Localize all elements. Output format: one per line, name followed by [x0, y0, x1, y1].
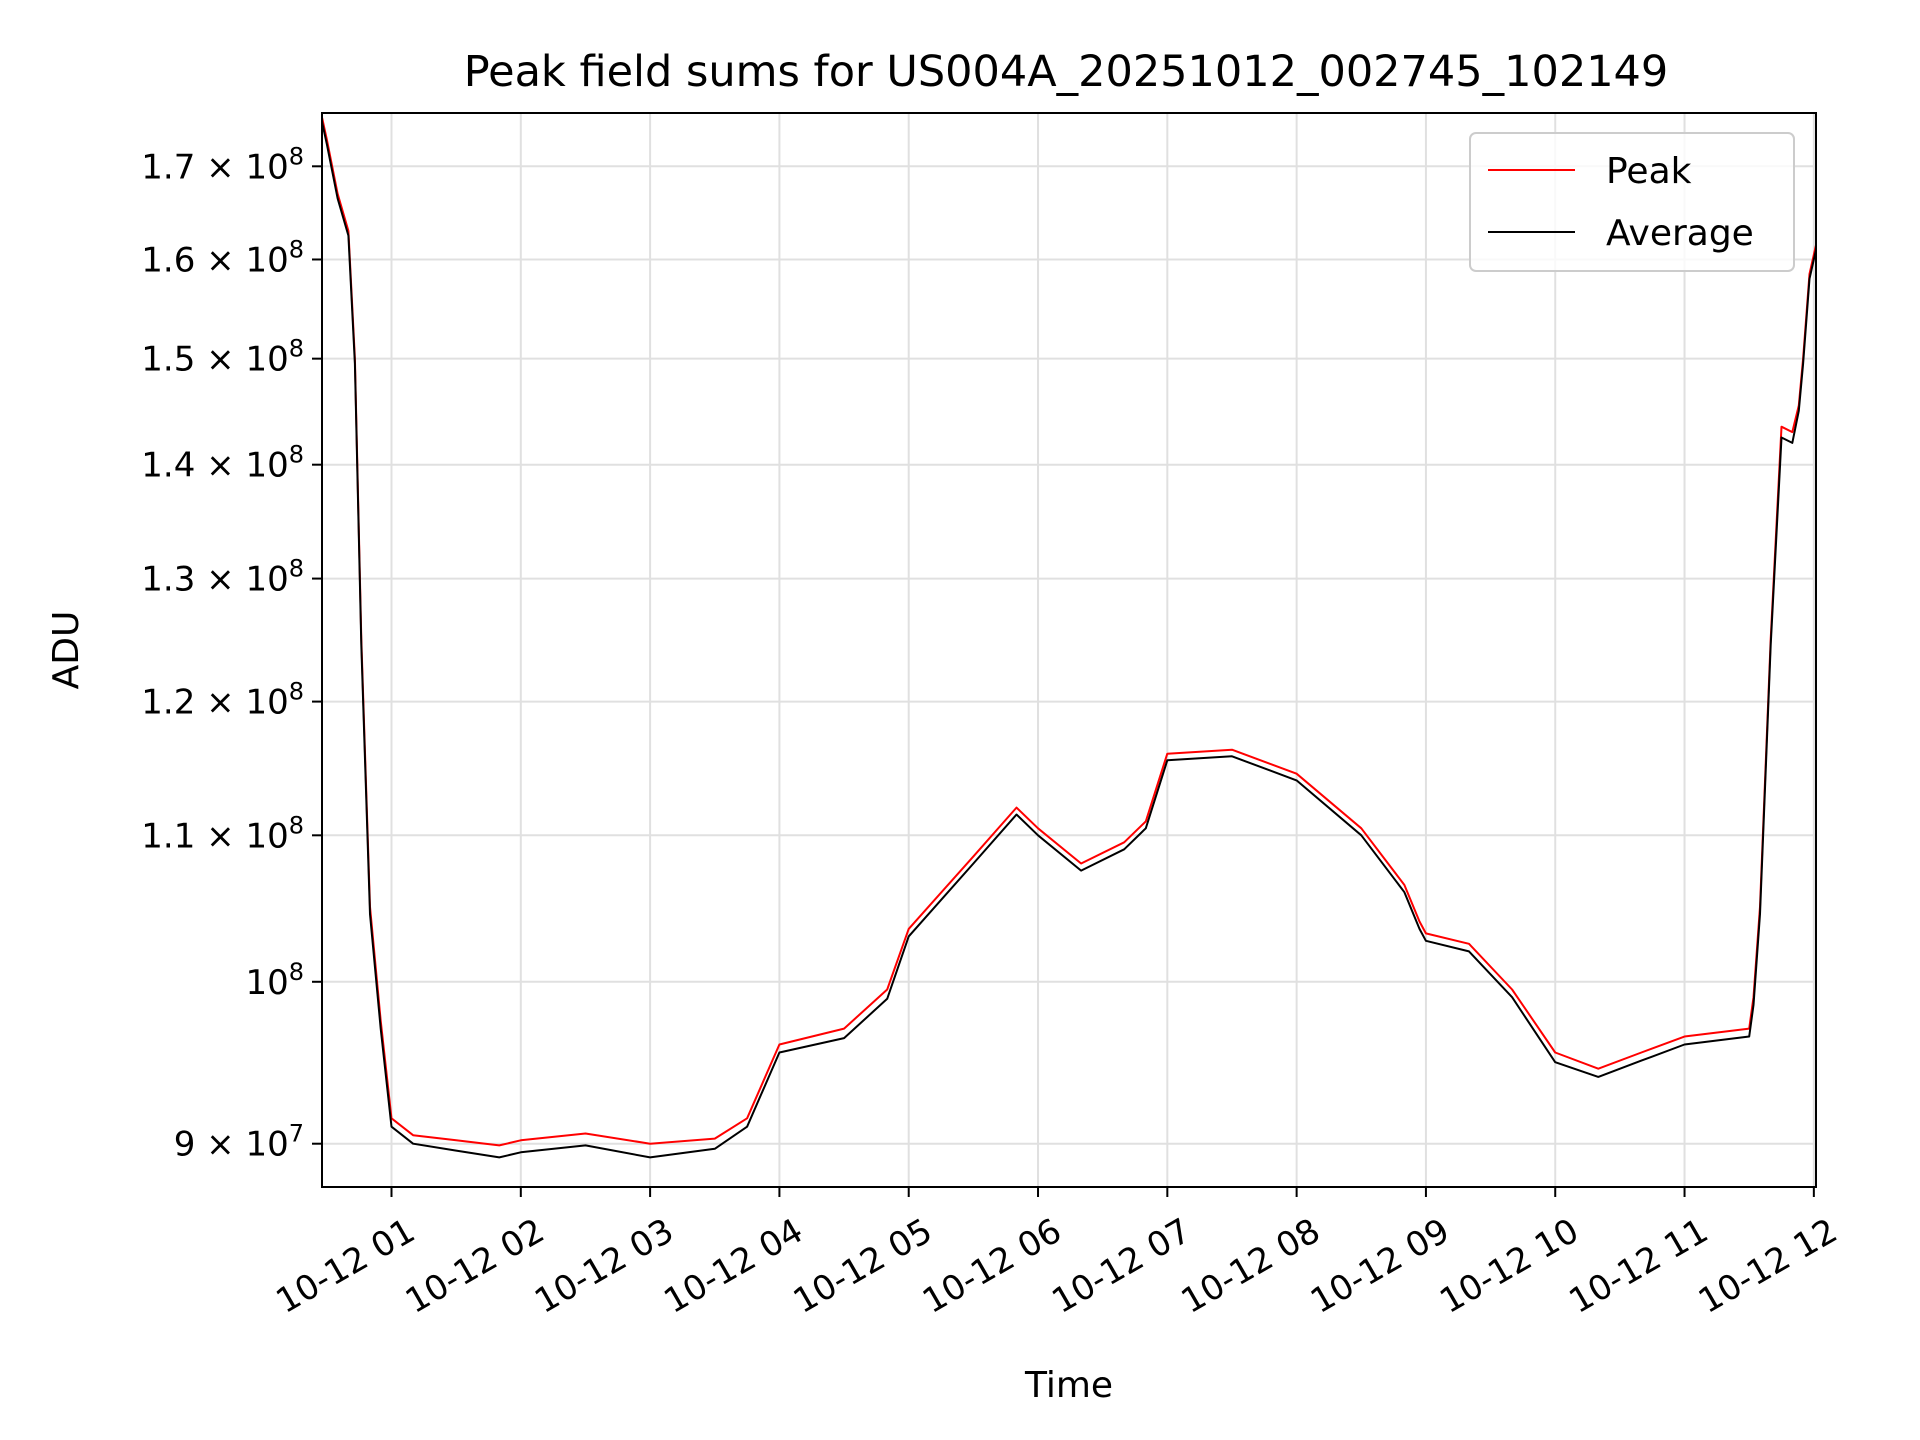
y-axis-label: ADU: [46, 611, 87, 690]
y-tick-label: 1.6 × 108: [141, 235, 304, 280]
y-tick-label: 9 × 107: [174, 1120, 304, 1165]
series-layer: [321, 117, 1817, 1159]
legend-label-average: Average: [1606, 213, 1754, 254]
series-line-average: [321, 121, 1817, 1159]
x-grid: [390, 113, 1815, 1187]
chart-title: Peak field sums for US004A_20251012_0027…: [464, 47, 1669, 97]
legend-label-peak: Peak: [1606, 151, 1692, 192]
legend-box: [1469, 132, 1795, 272]
y-tick-label: 1.5 × 108: [141, 335, 304, 380]
y-tick-label: 1.3 × 108: [141, 555, 304, 600]
y-tick-label: 1.7 × 108: [141, 142, 304, 187]
x-axis-label: Time: [1024, 1365, 1113, 1406]
y-tick-label: 1.1 × 108: [141, 811, 304, 856]
plot-frame: [321, 112, 1817, 1188]
y-axis: 9 × 107 108 1.1 × 108 1.2 × 108 1.3 × 108 1.4…: [141, 142, 322, 1165]
plot-area: [322, 113, 1816, 1187]
y-tick-label: 1.2 × 108: [141, 678, 304, 723]
y-tick-label: 108: [245, 958, 304, 1003]
y-tick-label: 1.4 × 108: [141, 441, 304, 486]
legend: Peak Average: [1469, 132, 1795, 272]
